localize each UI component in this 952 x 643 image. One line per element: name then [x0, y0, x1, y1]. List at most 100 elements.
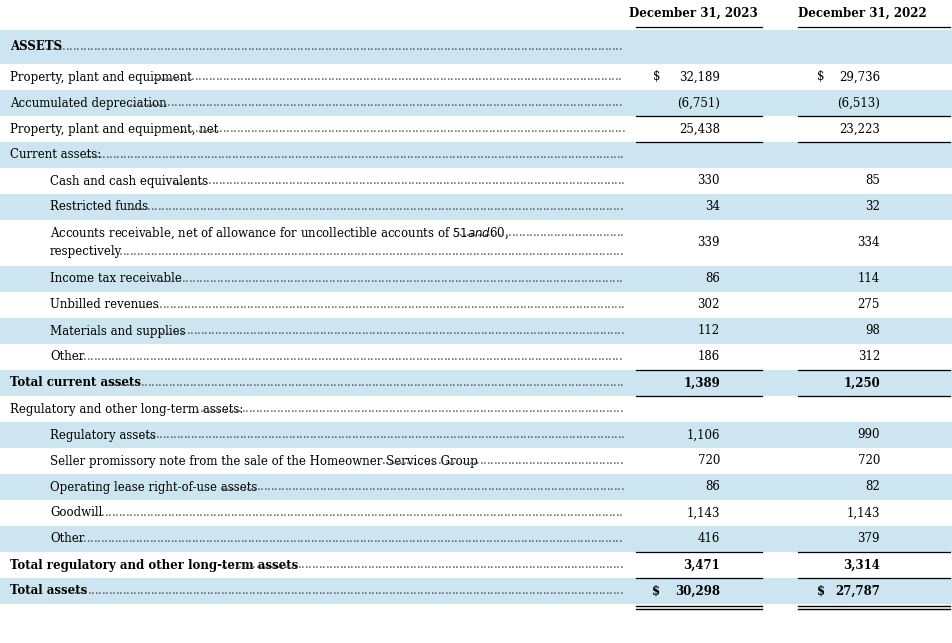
Text: .: .	[251, 532, 255, 545]
Text: .: .	[451, 584, 455, 597]
Text: .: .	[407, 480, 411, 493]
Text: .: .	[195, 41, 199, 53]
Text: .: .	[430, 273, 434, 285]
Text: .: .	[425, 480, 428, 493]
Bar	[0, 64, 952, 90]
Text: .: .	[540, 149, 544, 161]
Text: .: .	[575, 325, 579, 338]
Text: .: .	[399, 455, 403, 467]
Text: .: .	[323, 149, 327, 161]
Text: .: .	[161, 273, 165, 285]
Text: .: .	[393, 480, 397, 493]
Text: .: .	[378, 559, 382, 572]
Text: .: .	[271, 298, 275, 311]
Text: .: .	[120, 377, 123, 390]
Text: .: .	[399, 273, 403, 285]
Text: .: .	[90, 507, 94, 520]
Text: .: .	[143, 532, 147, 545]
Text: .: .	[176, 298, 180, 311]
Text: .: .	[265, 174, 268, 188]
Text: .: .	[460, 298, 464, 311]
Text: .: .	[512, 149, 515, 161]
Text: .: .	[163, 428, 167, 442]
Text: .: .	[462, 273, 466, 285]
Text: .: .	[557, 403, 561, 415]
Text: .: .	[287, 532, 290, 545]
Text: .: .	[180, 174, 184, 188]
Text: .: .	[414, 298, 418, 311]
Text: .: .	[407, 174, 411, 188]
Text: .: .	[356, 532, 360, 545]
Text: .: .	[433, 41, 437, 53]
Text: .: .	[402, 41, 406, 53]
Text: .: .	[596, 325, 600, 338]
Text: .: .	[455, 584, 459, 597]
Text: .: .	[383, 325, 387, 338]
Text: .: .	[161, 507, 165, 520]
Text: .: .	[231, 149, 235, 161]
Text: .: .	[464, 480, 467, 493]
Text: .: .	[476, 507, 480, 520]
Text: .: .	[259, 507, 263, 520]
Text: .: .	[336, 377, 340, 390]
Text: .: .	[239, 149, 243, 161]
Text: .: .	[474, 325, 478, 338]
Text: .: .	[299, 123, 303, 136]
Text: .: .	[269, 273, 273, 285]
Text: .: .	[244, 71, 248, 84]
Text: .: .	[198, 174, 202, 188]
Text: Seller promissory note from the sale of the Homeowner Services Group: Seller promissory note from the sale of …	[50, 455, 478, 467]
Text: .: .	[217, 584, 221, 597]
Text: .: .	[458, 273, 462, 285]
Text: .: .	[541, 71, 545, 84]
Text: .: .	[325, 350, 328, 363]
Text: .: .	[429, 350, 433, 363]
Text: .: .	[425, 149, 428, 161]
Text: .: .	[382, 507, 385, 520]
Text: .: .	[326, 245, 329, 258]
Text: .: .	[302, 377, 306, 390]
Text: .: .	[431, 377, 435, 390]
Text: .: .	[441, 273, 445, 285]
Text: .: .	[387, 350, 391, 363]
Text: .: .	[486, 455, 490, 467]
Text: .: .	[122, 507, 126, 520]
Text: .: .	[366, 298, 369, 311]
Text: .: .	[403, 201, 407, 213]
Text: .: .	[446, 174, 450, 188]
Text: .: .	[188, 507, 192, 520]
Text: .: .	[112, 377, 116, 390]
Text: .: .	[306, 325, 309, 338]
Text: .: .	[434, 584, 438, 597]
Text: .: .	[567, 559, 571, 572]
Text: .: .	[331, 123, 335, 136]
Text: .: .	[522, 584, 526, 597]
Text: .: .	[133, 149, 137, 161]
Text: .: .	[486, 96, 489, 109]
Text: .: .	[114, 41, 118, 53]
Text: .: .	[613, 149, 617, 161]
Text: .: .	[558, 298, 562, 311]
Text: $: $	[652, 584, 660, 597]
Text: .: .	[477, 325, 481, 338]
Text: .: .	[303, 174, 307, 188]
Text: .: .	[432, 123, 436, 136]
Text: .: .	[350, 559, 354, 572]
Text: .: .	[348, 71, 352, 84]
Text: .: .	[177, 174, 181, 188]
Text: .: .	[196, 403, 200, 415]
Text: .: .	[599, 584, 603, 597]
Text: .: .	[559, 71, 563, 84]
Text: .: .	[272, 532, 276, 545]
Text: .: .	[381, 41, 385, 53]
Text: .: .	[206, 96, 209, 109]
Text: .: .	[576, 123, 580, 136]
Text: .: .	[235, 584, 238, 597]
Text: .: .	[316, 480, 320, 493]
Text: .: .	[165, 245, 169, 258]
Text: .: .	[432, 298, 436, 311]
Text: .: .	[514, 350, 518, 363]
Text: .: .	[218, 325, 222, 338]
Text: .: .	[262, 41, 266, 53]
Text: .: .	[436, 96, 440, 109]
